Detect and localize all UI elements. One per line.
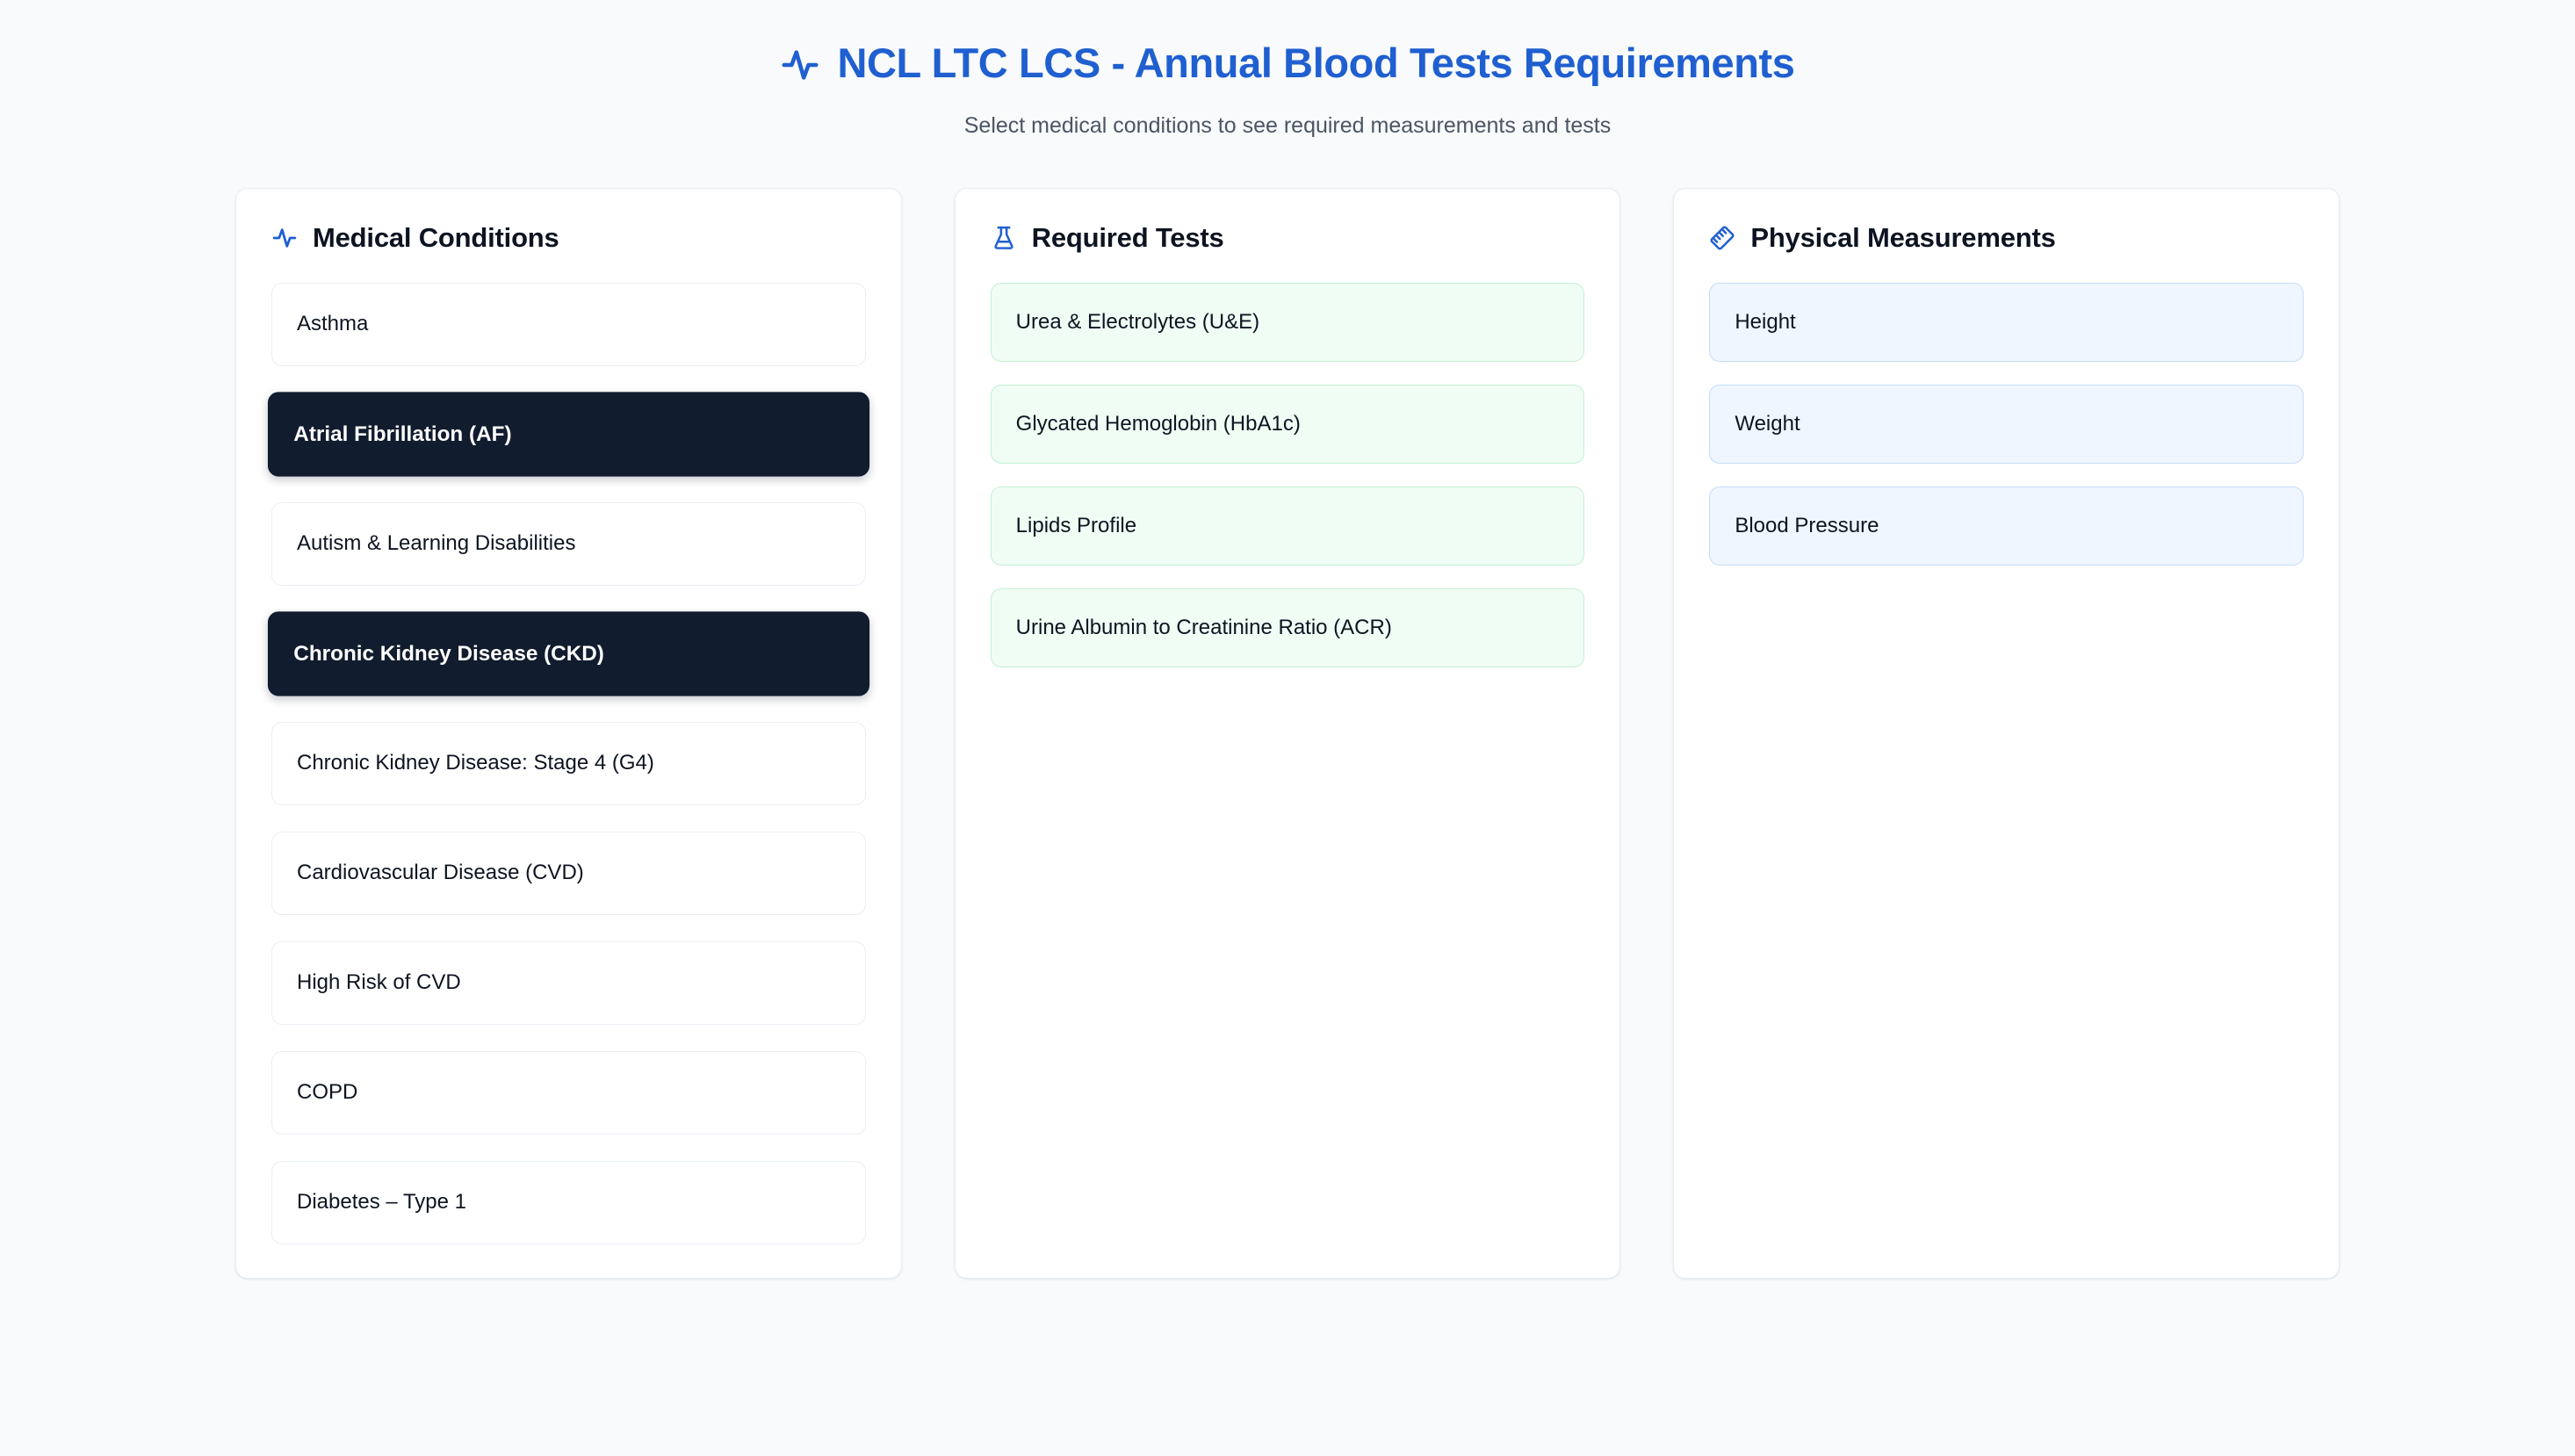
condition-label: Diabetes – Type 1 [297,1190,467,1215]
measurement-label: Weight [1735,411,1800,436]
panel-title-measurements: Physical Measurements [1750,221,2056,253]
activity-pulse-icon [272,227,297,248]
panel-title-tests: Required Tests [1031,221,1224,253]
test-card: Urea & Electrolytes (U&E) [990,282,1585,362]
page-subtitle: Select medical conditions to see require… [963,112,1612,138]
condition-label: Chronic Kidney Disease (CKD) [293,641,604,666]
condition-item[interactable]: High Risk of CVD [271,941,866,1025]
main-columns: Medical Conditions Asthma Atrial Fibrill… [0,187,2575,1279]
condition-label: COPD [297,1080,358,1105]
panel-medical-conditions: Medical Conditions Asthma Atrial Fibrill… [235,187,902,1279]
ruler-icon [1710,226,1735,250]
required-tests-list: Urea & Electrolytes (U&E) Glycated Hemog… [990,282,1585,667]
condition-item[interactable]: Atrial Fibrillation (AF) [267,392,869,477]
test-card: Urine Albumin to Creatinine Ratio (ACR) [990,587,1585,667]
test-label: Glycated Hemoglobin (HbA1c) [1015,411,1301,436]
measurement-card: Blood Pressure [1709,486,2305,566]
panel-required-tests: Required Tests Urea & Electrolytes (U&E)… [954,187,1621,1279]
flask-icon [994,226,1013,249]
page-header: NCL LTC LCS - Annual Blood Tests Require… [0,0,2575,139]
measurement-label: Blood Pressure [1735,513,1879,537]
condition-item[interactable]: Cardiovascular Disease (CVD) [271,831,866,915]
panel-header-tests: Required Tests [991,222,1585,254]
condition-item[interactable]: COPD [271,1050,866,1135]
condition-item[interactable]: Chronic Kidney Disease: Stage 4 (G4) [271,721,866,805]
condition-label: Asthma [297,312,369,336]
test-label: Lipids Profile [1015,513,1137,537]
test-label: Urea & Electrolytes (U&E) [1015,309,1260,334]
measurement-label: Height [1735,309,1796,334]
panel-header-conditions: Medical Conditions [271,222,866,254]
measurement-card: Height [1709,282,2305,362]
condition-label: Autism & Learning Disabilities [297,531,576,556]
measurement-card: Weight [1709,384,2305,464]
test-card: Glycated Hemoglobin (HbA1c) [990,384,1585,464]
panel-physical-measurements: Physical Measurements Height Weight Bloo… [1673,187,2341,1279]
condition-label: Cardiovascular Disease (CVD) [297,861,584,885]
panel-header-measurements: Physical Measurements [1709,222,2304,254]
condition-item[interactable]: Autism & Learning Disabilities [271,501,866,586]
condition-item[interactable]: Diabetes – Type 1 [271,1160,866,1244]
page-title: NCL LTC LCS - Annual Blood Tests Require… [837,40,1795,86]
conditions-list: Asthma Atrial Fibrillation (AF) Autism &… [267,282,869,1244]
condition-label: High Risk of CVD [297,970,461,995]
condition-label: Chronic Kidney Disease: Stage 4 (G4) [297,751,654,775]
condition-label: Atrial Fibrillation (AF) [293,422,512,446]
condition-item[interactable]: Chronic Kidney Disease (CKD) [267,611,869,696]
test-label: Urine Albumin to Creatinine Ratio (ACR) [1015,615,1392,639]
physical-measurements-list: Height Weight Blood Pressure [1709,282,2305,566]
title-row: NCL LTC LCS - Annual Blood Tests Require… [0,40,2575,86]
test-card: Lipids Profile [990,486,1585,566]
panel-title-conditions: Medical Conditions [313,221,559,253]
condition-item[interactable]: Asthma [271,282,866,366]
activity-pulse-icon [782,50,819,80]
